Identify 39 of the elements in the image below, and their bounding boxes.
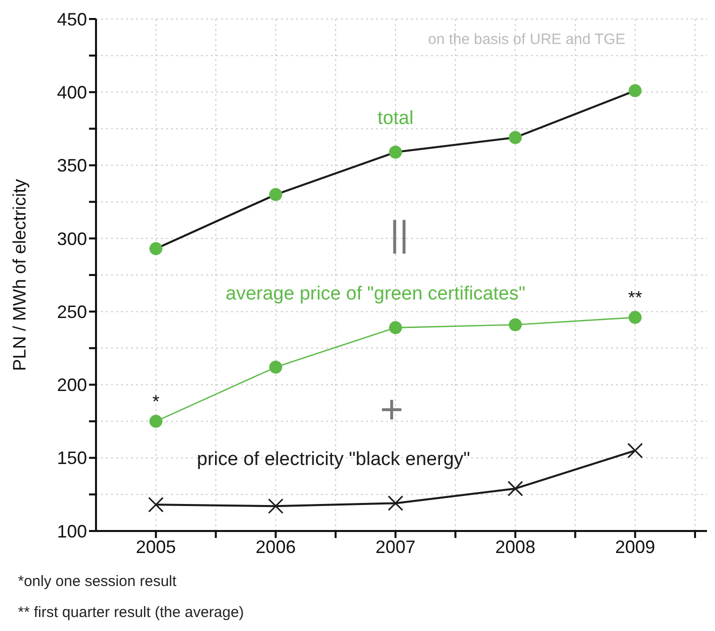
point [389,146,402,159]
point [627,442,643,458]
y-tick-label: 450 [56,9,87,30]
x-tick-label: 2008 [495,536,536,557]
point [628,310,642,324]
y-tick-label: 400 [56,82,87,103]
point [508,480,524,496]
point [149,242,162,256]
y-tick-label: 250 [56,302,87,322]
series-label: price of electricity "black energy" [196,449,470,470]
series-label: total [378,108,414,130]
series-label: average price of "green certificates" [226,284,526,305]
point [269,360,282,374]
point [268,498,284,514]
y-tick-label: 200 [56,375,87,396]
annotation: * [152,391,160,412]
annotation: + [380,388,404,432]
y-tick-label: 150 [56,448,87,468]
point [508,130,522,144]
annotation: ** [628,287,642,308]
y-axis-title: PLN / MWh of electricity [9,178,30,372]
text: ** first quarter result (the average) [18,604,244,621]
x-tick-label: 2009 [615,536,656,557]
annotation: on the basis of URE and TGE [428,31,626,48]
point [148,496,164,512]
point [149,414,162,428]
point [508,318,522,332]
x-tick-label: 2007 [375,536,416,557]
point [628,84,642,98]
x-tick-label: 2005 [136,536,176,557]
y-tick-label: 100 [56,521,87,542]
point [389,321,402,334]
point [388,495,404,511]
point [269,188,282,202]
annotation: || [390,213,409,254]
text: *only one session result [18,573,176,590]
y-tick-label: 300 [56,228,87,249]
x-tick-label: 2006 [256,536,296,557]
y-tick-label: 350 [56,156,87,176]
